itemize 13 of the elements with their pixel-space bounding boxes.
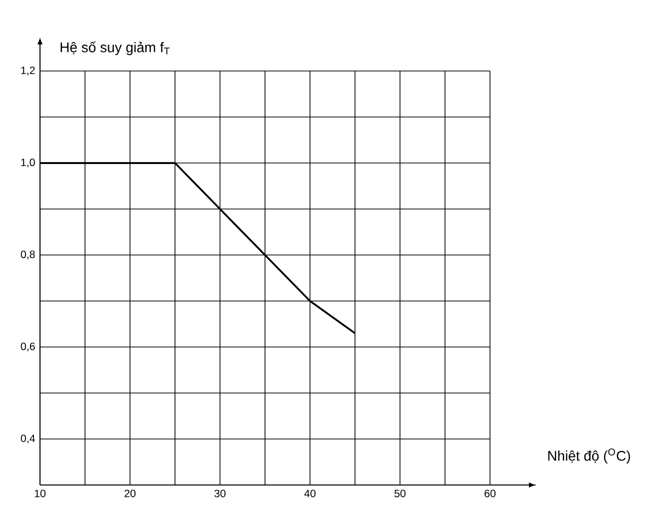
x-tick-label: 50 (394, 490, 406, 498)
x-tick-label: 40 (304, 490, 316, 498)
y-tick-label: 0,4 (20, 434, 35, 444)
y-tick-label: 1,2 (21, 66, 35, 76)
y-tick-label: 1,0 (21, 158, 35, 168)
y-tick-label: 0,6 (20, 342, 35, 352)
x-tick-label: 10 (34, 490, 46, 498)
y-axis-title: Hệ số suy giảm f$_{T}$ (60, 41, 170, 56)
x-axis-title: Nhiệt độ ($^{O}$C) (548, 448, 630, 464)
x-tick-label: 20 (124, 490, 136, 498)
y-tick-label: 0,8 (20, 250, 35, 260)
x-tick-label: 60 (484, 490, 496, 498)
x-tick-label: 30 (214, 490, 226, 498)
